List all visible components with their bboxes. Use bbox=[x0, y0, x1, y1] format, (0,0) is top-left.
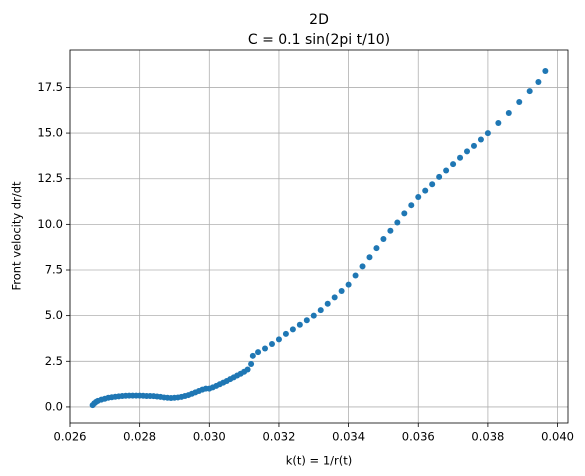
point bbox=[359, 263, 366, 270]
point bbox=[401, 210, 408, 217]
chart-title: 2D bbox=[309, 12, 329, 28]
point bbox=[484, 130, 491, 137]
point bbox=[352, 272, 359, 279]
point bbox=[310, 312, 317, 319]
x-tick-label: 0.032 bbox=[262, 430, 295, 444]
point bbox=[317, 307, 324, 314]
point bbox=[255, 349, 262, 356]
x-tick-label: 0.040 bbox=[541, 430, 574, 444]
point bbox=[249, 352, 256, 359]
point bbox=[505, 109, 512, 116]
point bbox=[244, 366, 251, 373]
point bbox=[408, 202, 415, 209]
point bbox=[262, 345, 269, 352]
y-tick-label: 7.5 bbox=[45, 263, 63, 277]
chart-subtitle: C = 0.1 sin(2pi t/10) bbox=[248, 32, 390, 48]
point bbox=[387, 227, 394, 234]
y-tick-label: 5.0 bbox=[45, 308, 63, 322]
point bbox=[542, 67, 549, 74]
y-tick-label: 12.5 bbox=[37, 171, 63, 185]
point bbox=[338, 287, 345, 294]
y-tick-label: 10.0 bbox=[37, 217, 63, 231]
point bbox=[331, 294, 338, 301]
point bbox=[464, 148, 471, 155]
point bbox=[394, 219, 401, 226]
y-axis-label: Front velocity dr/dt bbox=[10, 181, 24, 291]
x-tick-label: 0.026 bbox=[54, 430, 87, 444]
point bbox=[477, 136, 484, 143]
point bbox=[296, 321, 303, 328]
plot-frame bbox=[69, 49, 569, 424]
point bbox=[429, 181, 436, 188]
x-tick-label: 0.038 bbox=[471, 430, 504, 444]
point bbox=[415, 193, 422, 200]
point bbox=[422, 187, 429, 194]
point bbox=[436, 173, 443, 180]
point bbox=[303, 317, 310, 324]
x-tick-label: 0.036 bbox=[402, 430, 435, 444]
point bbox=[380, 235, 387, 242]
y-tick-label: 2.5 bbox=[45, 354, 63, 368]
point bbox=[516, 99, 523, 106]
x-tick-label: 0.034 bbox=[332, 430, 365, 444]
point bbox=[450, 161, 457, 168]
point bbox=[470, 142, 477, 149]
y-tick-label: 15.0 bbox=[37, 126, 63, 140]
point bbox=[443, 167, 450, 174]
y-tick-label: 17.5 bbox=[37, 80, 63, 94]
y-tick-label: 0.0 bbox=[45, 399, 63, 413]
x-axis-label: k(t) = 1/r(t) bbox=[286, 454, 353, 468]
point bbox=[289, 326, 296, 333]
point bbox=[248, 361, 255, 368]
point bbox=[495, 120, 502, 127]
point bbox=[535, 78, 542, 85]
x-tick-label: 0.030 bbox=[193, 430, 226, 444]
point bbox=[366, 254, 373, 261]
point bbox=[457, 154, 464, 161]
point bbox=[282, 330, 289, 337]
point bbox=[268, 340, 275, 347]
point bbox=[324, 300, 331, 307]
point bbox=[345, 281, 352, 288]
point bbox=[373, 245, 380, 252]
point bbox=[275, 336, 282, 343]
x-tick-label: 0.028 bbox=[123, 430, 156, 444]
point bbox=[526, 88, 533, 95]
